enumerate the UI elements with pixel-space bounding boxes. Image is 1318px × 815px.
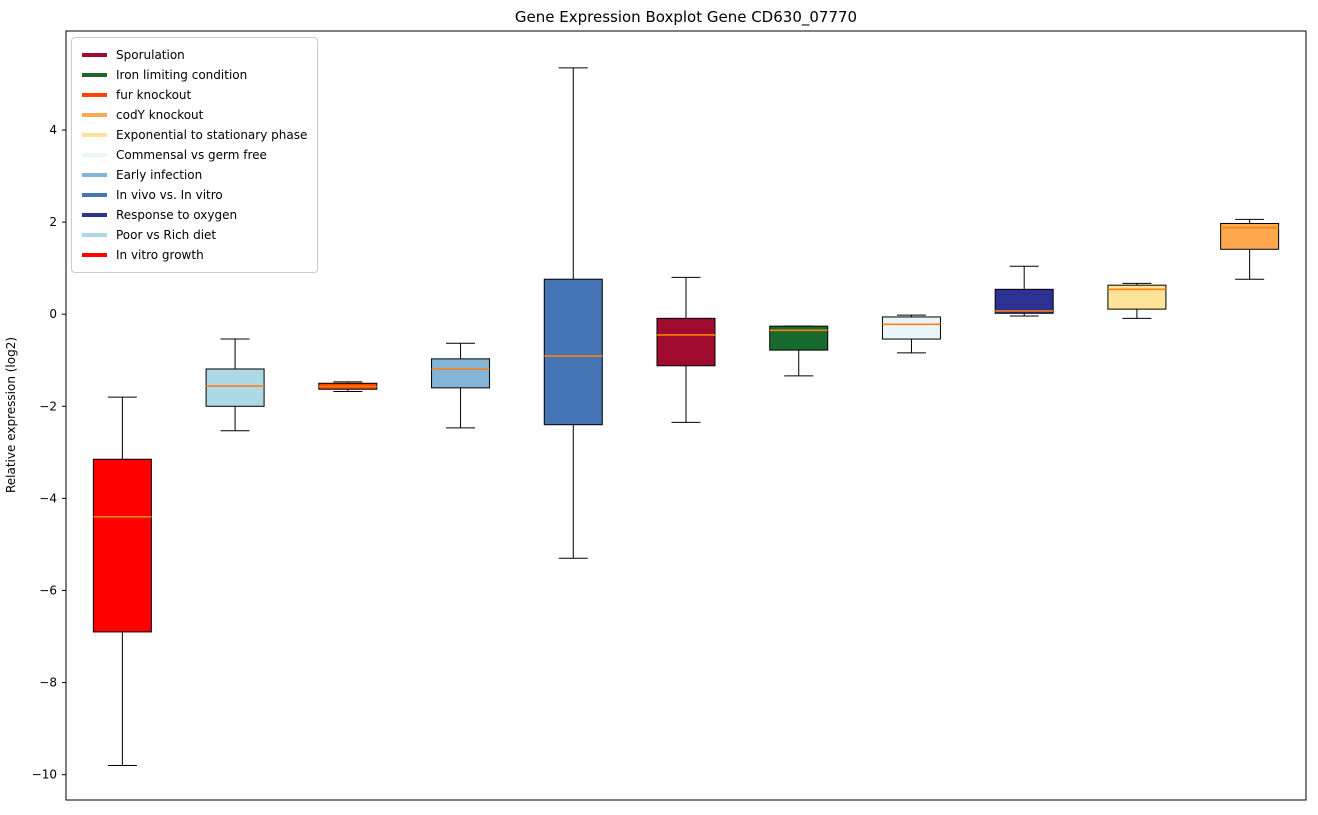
legend-item: Sporulation [82,45,307,65]
legend-label: Poor vs Rich diet [116,228,217,242]
legend-label: In vivo vs. In vitro [116,188,223,202]
legend-label: Exponential to stationary phase [116,128,308,142]
y-tick-label: −6 [39,583,57,597]
legend-swatch [82,173,107,177]
legend-label: fur knockout [116,88,192,102]
legend-swatch [82,133,107,137]
legend-swatch [82,113,107,117]
boxplot-box [543,278,603,426]
legend-swatch [82,53,107,57]
legend-swatch [82,73,107,77]
chart-title: Gene Expression Boxplot Gene CD630_07770 [515,8,857,27]
legend-swatch [82,253,107,257]
boxplot-box [656,317,716,367]
legend-item: Response to oxygen [82,205,307,225]
y-tick-label: −8 [39,676,57,690]
boxplot-box [431,358,491,389]
y-tick-label: −10 [32,768,57,782]
legend-label: Response to oxygen [116,208,238,222]
legend-swatch [82,233,107,237]
boxplot-box [205,368,265,407]
y-axis-label: Relative expression (log2) [4,337,18,493]
legend-label: In vitro growth [116,248,204,262]
boxplot-box [994,288,1054,314]
legend-item: In vivo vs. In vitro [82,185,307,205]
legend-swatch [82,193,107,197]
legend-label: codY knockout [116,108,204,122]
legend-item: In vitro growth [82,245,307,265]
legend-item: fur knockout [82,85,307,105]
boxplot-box [1107,284,1167,310]
legend-label: Iron limiting condition [116,68,248,82]
legend-label: Commensal vs germ free [116,148,267,162]
y-tick-label: 4 [49,123,57,137]
boxplot-box [881,316,941,340]
legend-item: Poor vs Rich diet [82,225,307,245]
y-tick-label: 0 [49,307,57,321]
legend-label: Sporulation [116,48,185,62]
boxplot-box [769,325,829,351]
y-tick-label: −2 [39,399,57,413]
y-tick-label: 2 [49,215,57,229]
legend-item: Early infection [82,165,307,185]
y-tick-label: −4 [39,491,57,505]
legend-item: Iron limiting condition [82,65,307,85]
plot-frame [65,30,1307,801]
legend-label: Early infection [116,168,203,182]
legend: Sporulation Iron limiting condition fur kn… [71,37,319,273]
boxplot-box [92,458,152,633]
legend-item: Commensal vs germ free [82,145,307,165]
legend-item: codY knockout [82,105,307,125]
legend-swatch [82,93,107,97]
legend-item: Exponential to stationary phase [82,125,307,145]
legend-swatch [82,153,107,157]
legend-swatch [82,213,107,217]
